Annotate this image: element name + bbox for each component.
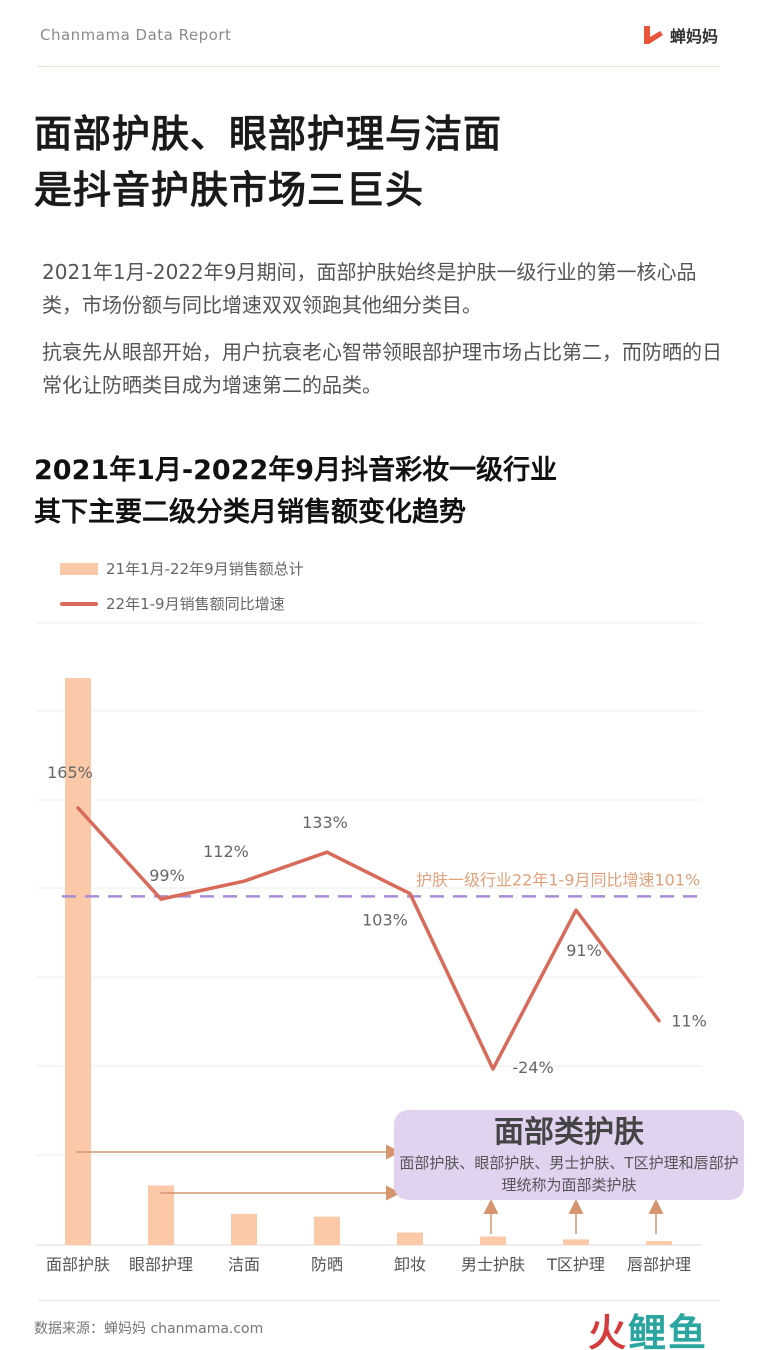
footer-divider [38,1300,720,1301]
growth-label-2: 99% [149,866,185,885]
bar-3 [231,1213,257,1245]
bar-4 [314,1216,340,1245]
report-brand: Chanmama Data Report [40,26,232,44]
chanmama-logo: 蝉妈妈 [640,22,718,48]
growth-label-7: 91% [566,941,602,960]
callout-body: 面部护肤、眼部护肤、男士护肤、T区护理和唇部护理统称为面部类护肤 [399,1154,739,1194]
legend-swatch-line [60,601,98,606]
reference-line-label: 护肤一级行业22年1-9月同比增速101% [416,870,700,889]
bar-1 [65,678,91,1245]
bar-5 [397,1232,423,1245]
growth-label-1: 165% [47,763,93,782]
facial-care-callout: 面部类护肤 面部护肤、眼部护肤、男士护肤、T区护理和唇部护理统称为面部类护肤 [394,1110,744,1200]
callout-title: 面部类护肤 [494,1115,644,1150]
bar-6 [480,1236,506,1245]
legend-swatch-bar [60,562,98,575]
watermark-part-b: 鲤鱼 [628,1311,709,1350]
chart-title-line-1: 2021年1月-2022年9月抖音彩妆一级行业 [34,455,558,486]
growth-label-3: 112% [203,842,249,861]
logo-text: 蝉妈妈 [670,27,719,46]
legend-item-growth: 22年1-9月销售额同比增速 [60,593,285,614]
growth-label-5: 103% [362,911,408,930]
chart-title-line-2: 其下主要二级分类月销售额变化趋势 [34,497,466,528]
sales-growth-chart: 护肤一级行业22年1-9月同比增速101% 165% 99% 112% 133% 103%… [36,622,707,1274]
growth-line [76,806,661,1071]
page-title-line-1: 面部护肤、眼部护理与洁面 [34,112,503,156]
category-label-8: 唇部护理 [627,1255,691,1274]
data-source: 数据来源：蝉妈妈 chanmama.com [34,1321,264,1337]
category-label-4: 防晒 [311,1255,343,1274]
chanmama-logo-icon [644,26,663,44]
legend-label-sales-total: 21年1月-22年9月销售额总计 [106,560,304,578]
watermark-part-a: 火 [588,1311,629,1350]
category-label-6: 男士护肤 [461,1255,525,1274]
category-label-3: 洁面 [228,1255,260,1274]
page-title-line-2: 是抖音护肤市场三巨头 [34,168,425,212]
chart-title: 2021年1月-2022年9月抖音彩妆一级行业 其下主要二级分类月销售额变化趋势 [34,450,557,534]
growth-label-6: -24% [512,1058,553,1077]
growth-label-8: 11% [671,1012,707,1031]
bar-2 [148,1185,174,1245]
description-paragraph-2: 抗衰先从眼部开始，用户抗衰老心智带领眼部护理市场占比第二，而防晒的日常化让防晒类… [42,340,722,397]
legend-label-growth: 22年1-9月销售额同比增速 [106,595,285,613]
bar-7 [563,1239,589,1245]
growth-label-4: 133% [302,813,348,832]
header-divider [38,66,720,67]
category-label-5: 卸妆 [394,1255,426,1274]
category-label-2: 眼部护理 [129,1255,193,1274]
bar-8 [646,1241,672,1245]
category-label-7: T区护理 [546,1255,605,1274]
watermark: 火鲤鱼 [588,1302,708,1350]
category-label-1: 面部护肤 [46,1255,110,1274]
page-title: 面部护肤、眼部护理与洁面 是抖音护肤市场三巨头 [34,106,502,218]
legend-item-sales-total: 21年1月-22年9月销售额总计 [60,558,304,579]
description-paragraph-1: 2021年1月-2022年9月期间，面部护肤始终是护肤一级行业的第一核心品类，市… [42,260,697,317]
